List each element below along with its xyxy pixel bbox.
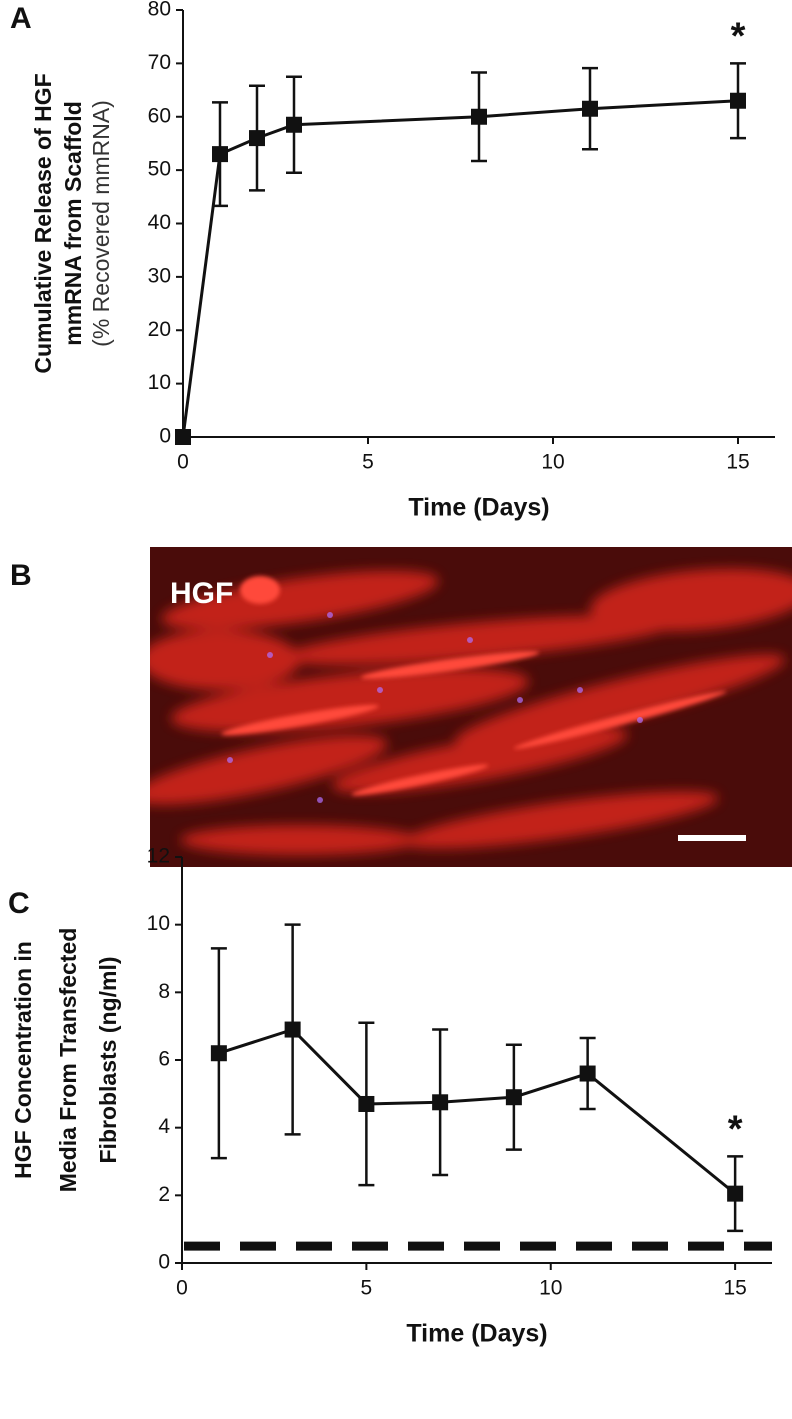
- y-tick-label: 12: [147, 845, 170, 868]
- x-tick-label: 15: [723, 1277, 746, 1300]
- y-tick-label: 70: [148, 51, 171, 74]
- y-tick-label: 10: [147, 912, 170, 935]
- x-tick-label: 0: [177, 451, 189, 474]
- y-axis-title: Cumulative Release of HGF: [30, 73, 56, 373]
- y-tick-label: 0: [158, 1251, 170, 1274]
- marker: [471, 108, 487, 125]
- x-tick-label: 0: [176, 1277, 188, 1300]
- y-tick-label: 40: [148, 211, 171, 234]
- y-tick-label: 30: [148, 264, 171, 287]
- panel-label: A: [10, 2, 32, 35]
- x-tick-label: 5: [361, 1277, 373, 1300]
- y-tick-label: 8: [158, 980, 170, 1003]
- y-axis-title: Media From Transfected: [55, 928, 81, 1193]
- y-tick-label: 20: [148, 318, 171, 341]
- x-axis-title: Time (Days): [406, 1320, 547, 1348]
- y-tick-label: 4: [158, 1115, 170, 1138]
- marker: [284, 1021, 301, 1038]
- y-tick-label: 10: [148, 371, 171, 394]
- x-tick-label: 10: [541, 451, 564, 474]
- marker: [210, 1045, 227, 1062]
- y-axis-title: (% Recovered mmRNA): [88, 100, 114, 347]
- x-tick-label: 5: [362, 451, 374, 474]
- y-tick-label: 6: [158, 1048, 170, 1071]
- series-line: [181, 99, 739, 438]
- series-line: [218, 1027, 737, 1195]
- x-tick-label: 10: [539, 1277, 562, 1300]
- image-label: HGF: [170, 577, 233, 610]
- y-axis-title: HGF Concentration in: [10, 941, 36, 1179]
- annotation: *: [728, 1108, 743, 1150]
- x-tick-label: 15: [726, 451, 749, 474]
- marker: [730, 92, 746, 109]
- marker: [579, 1065, 596, 1082]
- panel-label: B: [10, 559, 32, 592]
- marker: [212, 146, 228, 163]
- panel-label: C: [8, 887, 30, 920]
- marker: [727, 1185, 744, 1202]
- marker: [358, 1095, 375, 1112]
- annotation: *: [731, 15, 746, 57]
- y-tick-label: 0: [159, 425, 171, 448]
- marker: [175, 429, 191, 445]
- y-tick-label: 2: [158, 1183, 170, 1206]
- marker: [582, 100, 598, 117]
- y-axis-title: mmRNA from Scaffold: [60, 101, 86, 346]
- y-axis-title: Fibroblasts (ng/ml): [95, 957, 121, 1164]
- scale-bar: [678, 835, 746, 841]
- marker: [249, 130, 265, 147]
- marker: [505, 1089, 522, 1106]
- x-axis-title: Time (Days): [408, 494, 549, 522]
- y-tick-label: 50: [148, 158, 171, 181]
- y-tick-label: 80: [148, 0, 171, 21]
- micrograph: [150, 547, 792, 867]
- marker: [432, 1094, 449, 1111]
- y-tick-label: 60: [148, 104, 171, 127]
- marker: [286, 116, 302, 133]
